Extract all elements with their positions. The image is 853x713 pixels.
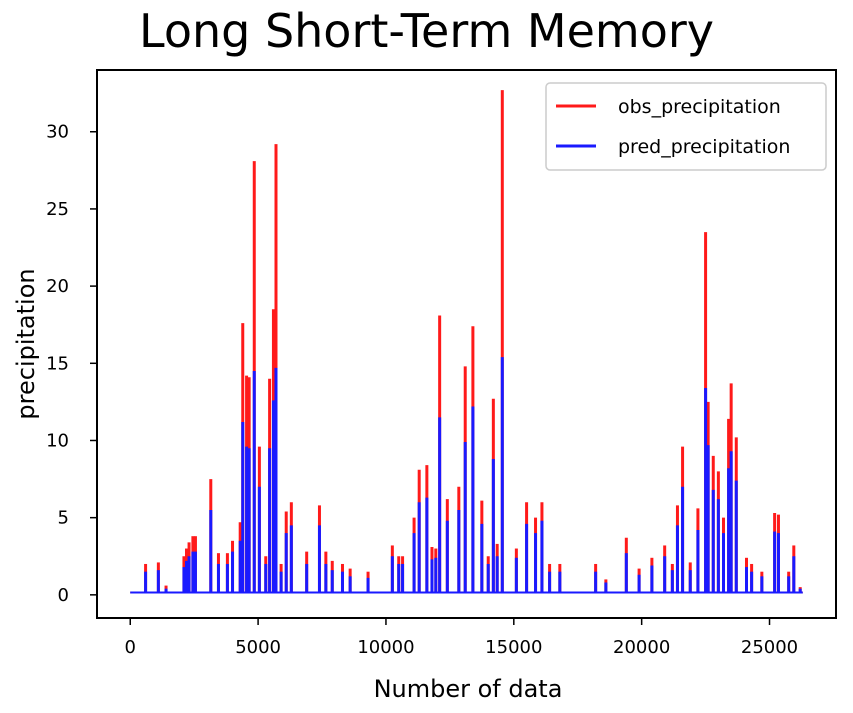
series-layer xyxy=(130,90,803,594)
y-axis-label: precipitation xyxy=(12,268,40,419)
x-tick-label: 10000 xyxy=(357,637,414,658)
x-tick-label: 15000 xyxy=(485,637,542,658)
y-tick-label: 10 xyxy=(46,430,69,451)
x-tick-label: 20000 xyxy=(613,637,670,658)
y-tick-label: 0 xyxy=(58,585,69,606)
legend-label-pred: pred_precipitation xyxy=(618,136,790,158)
x-tick-label: 5000 xyxy=(235,637,281,658)
x-tick-label: 0 xyxy=(125,637,136,658)
plot-area-frame xyxy=(96,69,837,619)
legend: obs_precipitation pred_precipitation xyxy=(545,82,827,171)
x-axis-label: Number of data xyxy=(374,675,563,703)
y-tick-label: 15 xyxy=(46,353,69,374)
legend-label-obs: obs_precipitation xyxy=(618,96,781,118)
y-tick-label: 5 xyxy=(58,508,69,529)
chart-title: Long Short-Term Memory xyxy=(139,4,714,58)
series-pred_precipitation xyxy=(130,357,803,594)
x-tick-label: 25000 xyxy=(741,637,798,658)
legend-box xyxy=(545,82,827,171)
x-axis-ticks: 0 5000 10000 15000 20000 25000 xyxy=(125,618,798,658)
y-tick-label: 20 xyxy=(46,276,69,297)
y-axis-ticks: 0 5 10 15 20 25 30 xyxy=(46,122,97,606)
y-tick-label: 25 xyxy=(46,199,69,220)
y-tick-label: 30 xyxy=(46,122,69,143)
